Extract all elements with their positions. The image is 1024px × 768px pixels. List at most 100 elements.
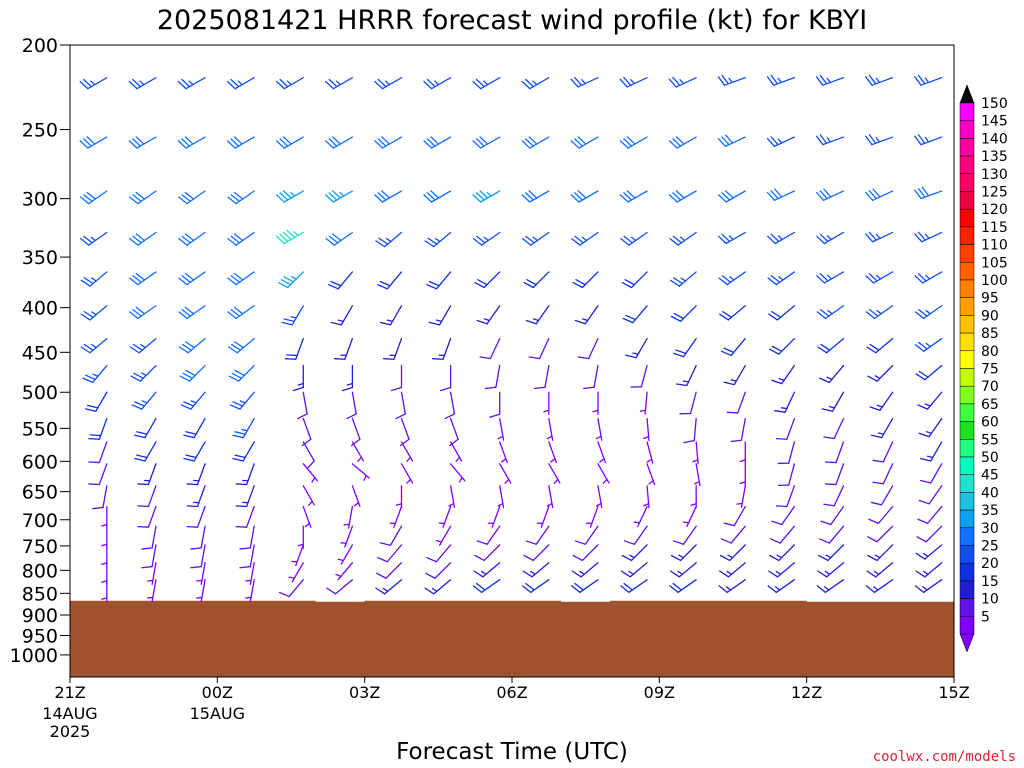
wind-barb bbox=[137, 505, 157, 528]
wind-barb bbox=[914, 337, 943, 352]
wind-barb bbox=[476, 525, 501, 545]
wind-barb bbox=[79, 190, 108, 205]
colorbar-label: 115 bbox=[981, 220, 1008, 236]
wind-barb bbox=[374, 190, 403, 203]
wind-barb bbox=[101, 562, 108, 586]
wind-barb bbox=[865, 231, 894, 243]
colorbar-label: 20 bbox=[981, 556, 999, 572]
wind-barb bbox=[679, 391, 697, 415]
wind-barb bbox=[449, 463, 466, 483]
wind-barb bbox=[227, 305, 255, 320]
chart-title: 2025081421 HRRR forecast wind profile (k… bbox=[157, 5, 867, 36]
wind-barb bbox=[630, 364, 648, 388]
wind-barb bbox=[350, 417, 361, 447]
wind-barb bbox=[730, 417, 746, 443]
wind-barb bbox=[235, 485, 255, 508]
wind-barb bbox=[472, 190, 501, 203]
colorbar-label: 60 bbox=[981, 415, 999, 431]
wind-barb bbox=[449, 417, 459, 447]
colorbar-swatch bbox=[959, 439, 975, 458]
y-axis: 200 250 300 350 400 450 500 550 600 650 700 7508008… bbox=[10, 35, 70, 667]
colorbar-label: 80 bbox=[981, 344, 999, 360]
colorbar-swatch bbox=[959, 279, 975, 298]
wind-barb bbox=[129, 231, 157, 246]
wind-barb bbox=[177, 136, 206, 149]
wind-barb bbox=[79, 231, 108, 246]
wind-barb bbox=[325, 190, 354, 203]
wind-barb bbox=[817, 562, 845, 578]
wind-barb bbox=[190, 525, 206, 550]
wind-barb bbox=[346, 391, 357, 420]
wind-barb bbox=[472, 231, 501, 246]
wind-barb bbox=[351, 441, 365, 462]
wind-barb bbox=[668, 190, 697, 203]
colorbar-swatch bbox=[959, 492, 975, 511]
colorbar-swatch bbox=[959, 155, 975, 175]
colorbar-label: 105 bbox=[981, 255, 1008, 271]
wind-barb bbox=[141, 525, 157, 550]
wind-barb bbox=[625, 337, 648, 359]
wind-barb bbox=[775, 417, 796, 440]
wind-barb bbox=[592, 391, 599, 415]
x-tick-sublabel: 15AUG bbox=[190, 704, 245, 723]
wind-barb bbox=[824, 441, 845, 464]
wind-barb bbox=[643, 417, 650, 442]
wind-barb bbox=[196, 562, 206, 586]
wind-barb bbox=[328, 271, 354, 290]
wind-barb bbox=[870, 485, 894, 506]
wind-barb bbox=[619, 136, 648, 149]
wind-barb bbox=[865, 579, 894, 593]
wind-barb bbox=[771, 505, 796, 526]
wind-barb bbox=[669, 579, 697, 593]
wind-barb bbox=[872, 441, 894, 463]
colorbar-label: 10 bbox=[981, 592, 999, 608]
wind-barb bbox=[719, 305, 746, 321]
wind-barb bbox=[816, 231, 845, 245]
wind-barb bbox=[766, 136, 796, 148]
wind-barb bbox=[768, 544, 796, 562]
wind-barb bbox=[275, 229, 304, 245]
y-tick-label: 750 bbox=[22, 536, 58, 558]
wind-barb bbox=[726, 391, 746, 414]
wind-barb bbox=[335, 562, 354, 581]
wind-barb bbox=[474, 271, 501, 289]
wind-barb bbox=[400, 441, 414, 462]
wind-barb bbox=[816, 271, 845, 284]
wind-barb bbox=[720, 525, 746, 544]
wind-barb bbox=[88, 463, 108, 486]
wind-barb bbox=[768, 337, 796, 355]
wind-barb bbox=[915, 544, 943, 560]
wind-barb bbox=[472, 579, 501, 593]
wind-barb bbox=[868, 505, 894, 525]
wind-barb bbox=[723, 505, 746, 527]
wind-barb bbox=[865, 134, 894, 146]
colorbar-label: 100 bbox=[981, 273, 1008, 289]
wind-barb bbox=[777, 441, 796, 465]
wind-barb bbox=[376, 562, 403, 579]
wind-barb bbox=[302, 505, 312, 528]
colorbar-swatch bbox=[959, 138, 975, 157]
wind-barb bbox=[914, 74, 943, 86]
colorbar-swatch bbox=[959, 527, 975, 546]
wind-barb bbox=[292, 364, 304, 392]
wind-barb bbox=[374, 136, 403, 149]
wind-barb bbox=[186, 505, 206, 528]
wind-barb bbox=[487, 505, 501, 528]
wind-barb bbox=[227, 337, 255, 354]
wind-barb bbox=[525, 525, 550, 545]
wind-barb bbox=[444, 391, 456, 420]
x-axis-label: Forecast Time (UTC) bbox=[396, 739, 628, 765]
y-tick-label: 1000 bbox=[10, 645, 58, 667]
y-tick-label: 200 bbox=[22, 35, 58, 57]
wind-barb bbox=[179, 364, 206, 382]
wind-barb bbox=[330, 305, 354, 326]
colorbar-label: 70 bbox=[981, 379, 999, 395]
colorbar-bottom-arrow bbox=[959, 633, 975, 653]
wind-barb bbox=[128, 136, 157, 149]
wind-barb bbox=[823, 417, 845, 440]
wind-barb bbox=[129, 337, 157, 354]
colorbar-label: 145 bbox=[981, 114, 1008, 130]
wind-barb bbox=[302, 463, 319, 483]
colorbar-label: 125 bbox=[981, 185, 1008, 201]
wind-barb bbox=[690, 485, 697, 509]
